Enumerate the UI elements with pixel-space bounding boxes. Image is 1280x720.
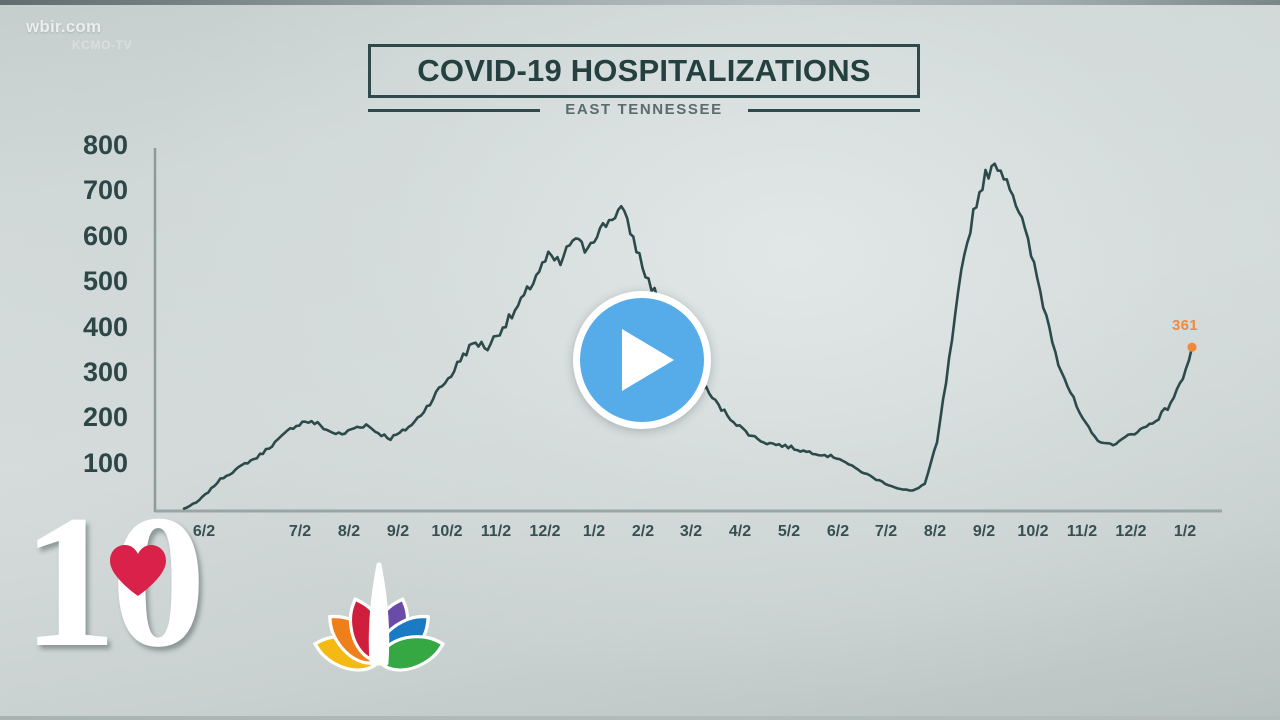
x-axis-tick-15: 9/2 <box>972 523 996 540</box>
page-subtitle: EAST TENNESSEE <box>565 100 723 118</box>
y-axis-tick-800: 800 <box>82 130 128 160</box>
play-triangle-icon <box>622 329 674 391</box>
x-axis-tick-13: 7/2 <box>874 523 898 540</box>
y-axis-tick-400: 400 <box>82 311 128 342</box>
x-axis-labels: 6/2 7/2 8/2 9/2 10/2 11/2 12/2 1/2 2/2 3/2 4/2 5/2 6… <box>0 523 1280 549</box>
station-number: 10 <box>22 477 206 687</box>
y-axis-labels: 800 700 600 500 400 300 200 100 <box>44 0 128 720</box>
y-axis-tick-600: 600 <box>82 220 128 251</box>
y-axis-tick-200: 200 <box>82 402 128 433</box>
page-title: COVID-19 HOSPITALIZATIONS <box>417 53 871 88</box>
watermark-site: wbir.com <box>26 17 102 36</box>
title-box: COVID-19 HOSPITALIZATIONS <box>368 44 920 98</box>
frame-bottom-edge <box>0 716 1280 720</box>
x-axis-tick-2: 8/2 <box>337 523 361 540</box>
subtitle-row: EAST TENNESSEE <box>368 96 920 122</box>
x-axis-tick-19: 1/2 <box>1173 523 1197 540</box>
x-axis-tick-18: 12/2 <box>1115 523 1147 540</box>
x-axis-tick-8: 2/2 <box>631 523 655 540</box>
x-axis-tick-0: 6/2 <box>192 523 216 540</box>
watermark-station: KCMO-TV <box>72 37 133 52</box>
y-axis-tick-500: 500 <box>82 266 128 297</box>
nbc-peacock-icon <box>313 562 445 672</box>
x-axis-tick-16: 10/2 <box>1017 523 1049 540</box>
station-logo: 10 <box>22 477 312 692</box>
heart-icon <box>110 545 166 596</box>
x-axis-tick-11: 5/2 <box>777 523 801 540</box>
x-axis-tick-1: 7/2 <box>288 523 312 540</box>
y-axis-tick-700: 700 <box>82 175 128 206</box>
x-axis-tick-5: 11/2 <box>480 523 512 540</box>
y-axis-tick-300: 300 <box>82 356 128 387</box>
x-axis-tick-7: 1/2 <box>582 523 606 540</box>
x-axis-tick-12: 6/2 <box>826 523 850 540</box>
x-axis-tick-17: 11/2 <box>1066 523 1098 540</box>
x-axis-tick-9: 3/2 <box>679 523 703 540</box>
peacock-feather-5 <box>377 635 445 672</box>
x-axis-tick-6: 12/2 <box>529 523 561 540</box>
play-button[interactable] <box>573 291 711 429</box>
endpoint-marker <box>1187 342 1197 352</box>
endpoint-value-label: 361 <box>1172 317 1198 335</box>
x-axis-tick-10: 4/2 <box>728 523 752 540</box>
x-axis-tick-4: 10/2 <box>431 523 463 540</box>
title-block: COVID-19 HOSPITALIZATIONS EAST TENNESSEE <box>368 44 920 122</box>
x-axis-tick-3: 9/2 <box>386 523 410 540</box>
frame-top-edge <box>0 0 1280 5</box>
watermark: wbir.com KCMO-TV <box>26 17 132 52</box>
x-axis-tick-14: 8/2 <box>923 523 947 540</box>
y-axis-tick-100: 100 <box>82 447 128 478</box>
